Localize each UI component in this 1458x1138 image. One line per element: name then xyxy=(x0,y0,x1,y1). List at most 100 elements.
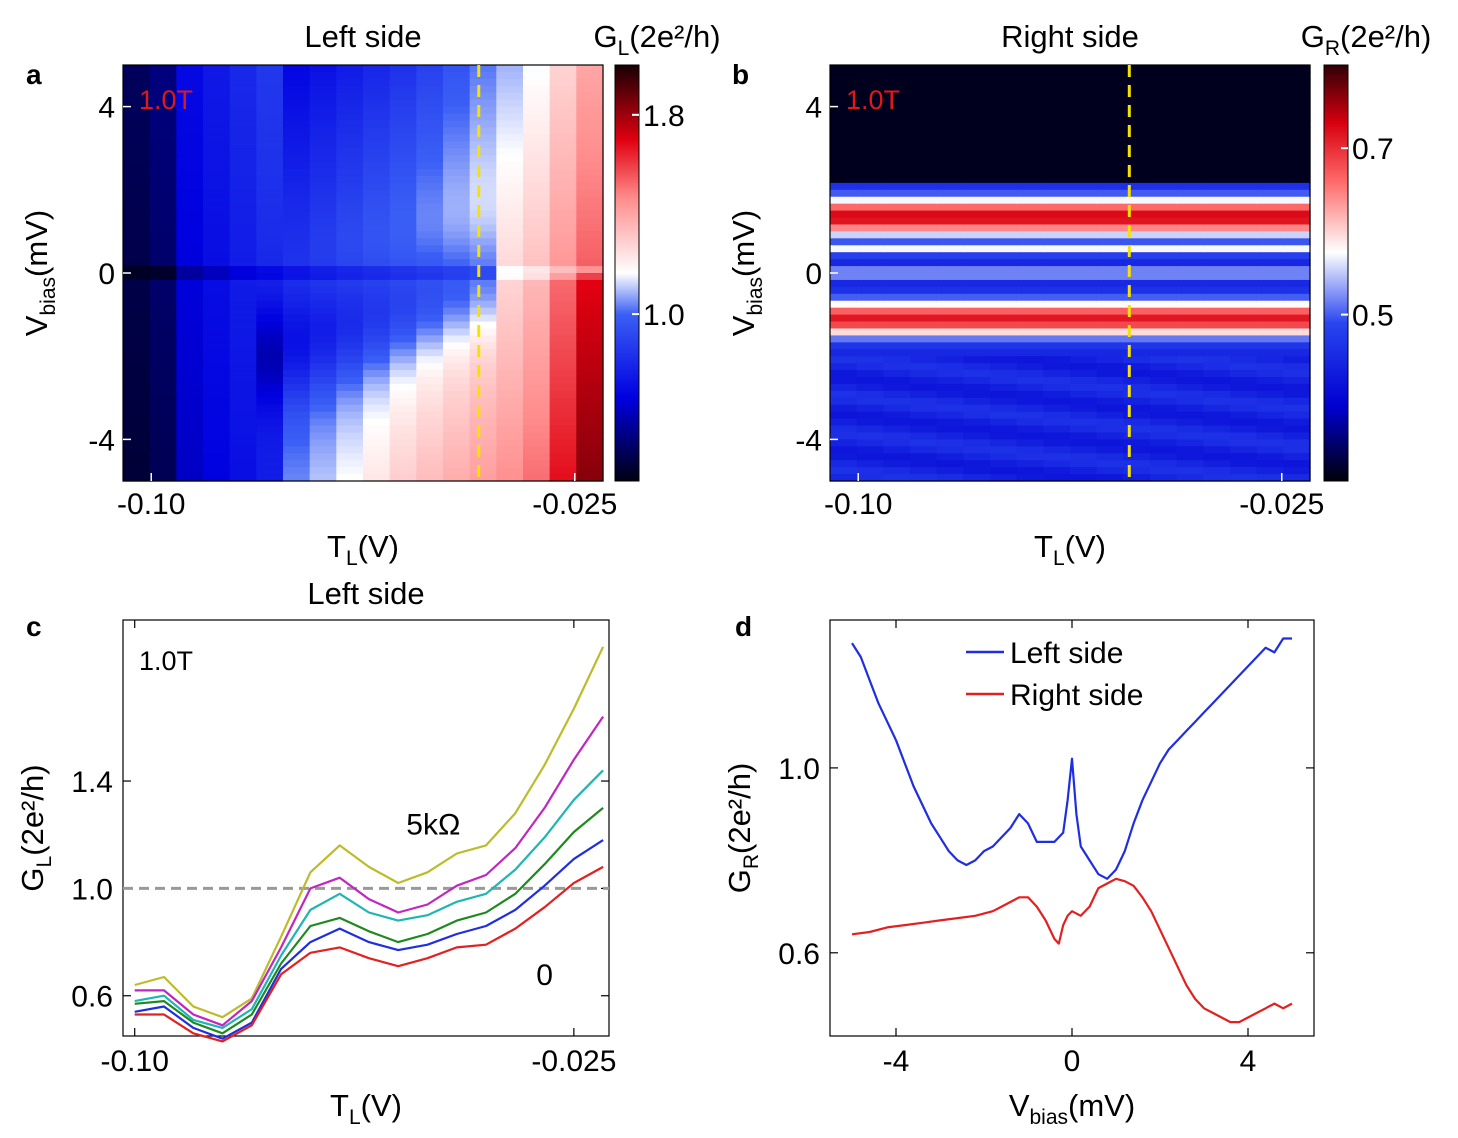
panel-b-cell xyxy=(883,65,911,73)
panel-b-cell xyxy=(1176,238,1204,246)
panel-a-cell xyxy=(149,106,177,115)
panel-b-cell xyxy=(830,411,858,420)
panel-a-cell xyxy=(363,279,391,288)
panel-a-cell xyxy=(523,182,551,191)
panel-b-cell xyxy=(1096,238,1124,246)
panel-a-cell xyxy=(336,71,364,80)
panel-a-cell xyxy=(363,474,391,482)
panel-a-cell xyxy=(149,300,177,309)
panel-a-cell xyxy=(523,210,551,219)
panel-a-cell xyxy=(549,203,577,212)
panel-a-cell xyxy=(416,418,444,427)
panel-b-cell xyxy=(963,189,991,198)
panel-a-cell xyxy=(229,286,257,295)
panel-b-cell xyxy=(1043,453,1071,461)
panel-a-cell xyxy=(523,300,551,309)
panel-b-cell xyxy=(830,231,858,239)
panel-b-cell xyxy=(1123,300,1151,309)
panel-a-cell xyxy=(203,134,231,142)
panel-b-cell xyxy=(1043,266,1071,274)
panel-b-cell xyxy=(1043,231,1071,239)
panel-b-cell xyxy=(856,175,884,184)
panel-b-cell xyxy=(990,203,1018,212)
panel-b-cell xyxy=(1096,425,1124,434)
panel-b-cell xyxy=(1150,439,1178,447)
panel-a-cell xyxy=(389,377,417,385)
panel-a-cell xyxy=(123,404,151,413)
panel-a-cell xyxy=(203,141,231,149)
panel-b-cell xyxy=(1150,314,1178,323)
panel-a-cell xyxy=(389,432,417,440)
panel-a-cell xyxy=(523,432,551,440)
panel-b-cell xyxy=(1176,99,1204,108)
panel-a-cell xyxy=(123,418,151,427)
panel-a-cell xyxy=(443,328,471,336)
panel-a-cell xyxy=(469,252,497,260)
panel-a-cell xyxy=(389,300,417,309)
panel-a-cell xyxy=(496,314,524,323)
panel-a-cell xyxy=(389,217,417,226)
panel-a-cell xyxy=(416,335,444,343)
panel-a-cell xyxy=(416,169,444,177)
panel-a-cell xyxy=(309,446,337,454)
panel-a-cell xyxy=(389,390,417,399)
panel-a-cell xyxy=(576,224,604,232)
panel-b-cell xyxy=(1096,335,1124,343)
panel-a-cell xyxy=(176,141,204,149)
panel-a-cell xyxy=(123,377,151,385)
panel-b-cell xyxy=(1150,71,1178,80)
panel-a-cell xyxy=(496,175,524,184)
panel-a-cell xyxy=(549,217,577,226)
panel-b-cell xyxy=(883,390,911,399)
panel-a-cell xyxy=(523,217,551,226)
panel-b-cell xyxy=(1150,460,1178,468)
panel-a-cell xyxy=(469,314,497,323)
panel-b-cell xyxy=(883,99,911,108)
panel-a-cell xyxy=(229,252,257,260)
panel-a-cell xyxy=(416,127,444,135)
panel-b-cell xyxy=(910,78,938,87)
panel-b-cell xyxy=(830,349,858,357)
panel-a-cell xyxy=(576,127,604,135)
panel-a-cell xyxy=(549,224,577,232)
panel-b-cell xyxy=(1096,314,1124,323)
panel-a-cell xyxy=(523,259,551,267)
panel-a-cell xyxy=(149,99,177,108)
panel-b-cell xyxy=(856,85,884,94)
panel-a-cell xyxy=(149,217,177,226)
panel-b-cell xyxy=(1230,196,1258,205)
panel-a-cell xyxy=(256,266,284,274)
panel-a-cell xyxy=(389,286,417,295)
panel-b-cell xyxy=(830,65,858,73)
panel-a-cell xyxy=(416,196,444,205)
panel-a-cell xyxy=(549,335,577,343)
panel-b-cell xyxy=(830,217,858,226)
panel-a-cell xyxy=(149,404,177,413)
panel-a-cell xyxy=(549,474,577,482)
panel-a-cell xyxy=(203,467,231,475)
panel-b-cell xyxy=(1283,85,1311,94)
panel-a-cell xyxy=(496,335,524,343)
panel-a-cell xyxy=(256,453,284,461)
panel-b-cell xyxy=(1150,245,1178,253)
panel-c-annotation-1: 0 xyxy=(536,959,553,992)
panel-a-cell xyxy=(523,349,551,357)
panel-b-cell xyxy=(963,439,991,447)
panel-a-cell xyxy=(549,141,577,149)
panel-a-cell xyxy=(469,155,497,163)
panel-a-cell xyxy=(149,78,177,87)
panel-a-cell xyxy=(523,169,551,177)
panel-a-cell xyxy=(256,120,284,128)
panel-b-cell xyxy=(830,342,858,350)
panel-a-cell xyxy=(123,411,151,420)
panel-b-cell xyxy=(936,390,964,399)
panel-a-cell xyxy=(523,196,551,205)
panel-b-cell xyxy=(990,217,1018,226)
panel-a-cell xyxy=(469,78,497,87)
panel-b-cell xyxy=(1256,134,1284,142)
panel-b-cell xyxy=(1283,210,1311,219)
panel-a-cell xyxy=(229,293,257,302)
panel-b-cell xyxy=(1203,162,1231,170)
panel-b-cell xyxy=(936,397,964,406)
panel-b-cell xyxy=(1283,99,1311,108)
